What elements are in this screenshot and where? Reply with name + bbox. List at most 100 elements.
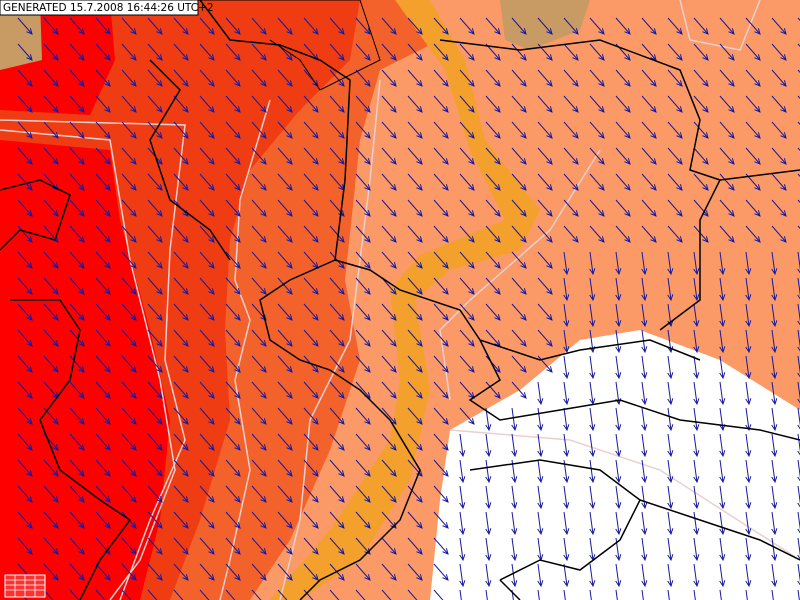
wind-arrow (693, 225, 709, 243)
stamp-box (0, 0, 199, 16)
wind-arrow (537, 43, 553, 61)
wind-arrow (719, 459, 726, 484)
wind-arrow (667, 173, 683, 191)
wind-arrow (771, 199, 787, 217)
wind-arrow (589, 485, 596, 510)
wind-arrow (459, 173, 475, 191)
wind-arrow (719, 381, 726, 406)
wind-arrow (745, 537, 752, 562)
wind-arrow (121, 355, 137, 373)
wind-arrow (69, 563, 85, 581)
wind-arrow (95, 199, 111, 217)
wind-arrow (745, 355, 752, 380)
wind-arrow (121, 69, 137, 87)
wind-arrow (771, 251, 778, 276)
wind-arrow (771, 329, 778, 354)
wind-arrow (407, 329, 423, 347)
wind-arrow (537, 121, 553, 139)
wind-arrow (303, 199, 319, 217)
legend-grid (5, 575, 45, 597)
wind-arrow (459, 459, 466, 484)
wind-arrow (69, 43, 85, 61)
wind-arrow (511, 537, 518, 562)
wind-arrow (615, 537, 622, 562)
wind-arrow (615, 95, 631, 113)
wind-arrow (485, 485, 492, 510)
wind-arrow (199, 329, 215, 347)
wind-arrow (615, 69, 631, 87)
wind-arrow (771, 173, 787, 191)
wind-arrow (121, 407, 137, 425)
wind-arrow (641, 173, 657, 191)
wind-arrow (641, 69, 657, 87)
wind-arrow (771, 511, 778, 536)
wind-arrow (693, 589, 696, 600)
wind-arrow (329, 121, 345, 139)
wind-arrow (251, 43, 267, 61)
wind-arrow (563, 277, 570, 302)
wind-arrow (667, 407, 674, 432)
wind-arrow (745, 381, 752, 406)
wind-arrow (589, 173, 605, 191)
wind-arrow (537, 173, 553, 191)
border-line (439, 39, 722, 331)
wind-arrow (95, 329, 111, 347)
wind-arrow (69, 173, 85, 191)
wind-arrow (433, 329, 449, 347)
wind-arrow (121, 485, 137, 503)
wind-arrow (511, 69, 527, 87)
wind-arrow (95, 95, 111, 113)
wind-arrow (433, 459, 449, 477)
wind-arrow (277, 199, 293, 217)
wind-arrow (251, 121, 267, 139)
wind-arrow (563, 589, 566, 600)
wind-arrow (693, 303, 700, 328)
wind-arrow (771, 485, 778, 510)
wind-arrow (589, 303, 596, 328)
wind-arrow (43, 459, 59, 477)
wind-arrow (147, 537, 163, 555)
wind-arrow (303, 329, 319, 347)
wind-arrow (173, 225, 189, 243)
wind-arrow (641, 95, 657, 113)
wind-arrow (199, 147, 215, 165)
wind-arrow (381, 121, 397, 139)
wind-arrow (69, 355, 85, 373)
wind-arrow (485, 459, 492, 484)
wind-arrow (745, 511, 752, 536)
wind-arrow (407, 17, 423, 35)
wind-arrow (355, 17, 371, 35)
wind-arrow (511, 225, 527, 243)
wind-arrow (615, 563, 622, 588)
wind-arrow (641, 459, 648, 484)
wind-arrow (277, 121, 293, 139)
wind-arrow (199, 69, 215, 87)
wind-arrow (43, 589, 54, 600)
wind-arrow (719, 433, 726, 458)
wind-arrow (485, 17, 501, 35)
wind-arrow (121, 43, 137, 61)
wind-arrow (277, 329, 293, 347)
wind-arrow (69, 589, 80, 600)
wind-arrow (43, 537, 59, 555)
wind-arrow (511, 563, 518, 588)
wind-arrow (433, 589, 444, 600)
wind-arrow (459, 277, 475, 295)
wind-arrow (667, 95, 683, 113)
wind-arrow (199, 277, 215, 295)
wind-arrow (511, 329, 527, 347)
wind-arrow (69, 407, 85, 425)
wind-arrow (745, 459, 752, 484)
wind-arrow (693, 407, 700, 432)
wind-arrow (433, 407, 449, 425)
wind-arrow (745, 69, 761, 87)
wind-arrow (745, 225, 761, 243)
wind-arrow (121, 95, 137, 113)
wind-arrow (277, 17, 293, 35)
border-line (10, 299, 132, 600)
wind-arrow (355, 563, 371, 581)
wind-arrow (121, 433, 137, 451)
wind-arrow (563, 329, 570, 354)
wind-arrow (121, 173, 137, 191)
wind-arrow (537, 303, 553, 321)
